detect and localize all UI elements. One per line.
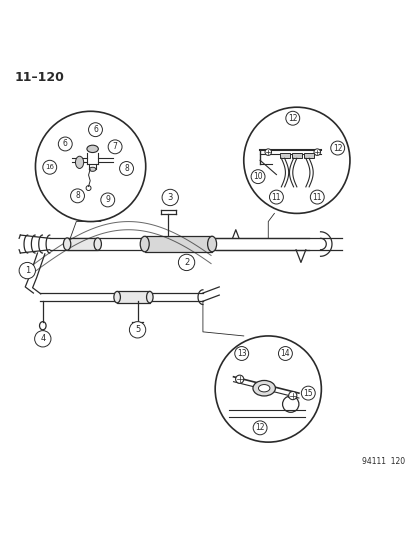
Text: 15: 15	[303, 389, 312, 398]
Circle shape	[243, 107, 349, 213]
Text: 8: 8	[75, 191, 80, 200]
Text: 7: 7	[112, 142, 117, 151]
FancyBboxPatch shape	[67, 238, 97, 250]
Text: 8: 8	[124, 164, 128, 173]
Text: 6: 6	[63, 140, 68, 149]
Circle shape	[252, 421, 266, 435]
Text: 12: 12	[332, 143, 342, 152]
Text: 3: 3	[167, 193, 173, 202]
Ellipse shape	[140, 236, 149, 252]
Circle shape	[235, 375, 243, 383]
Circle shape	[100, 193, 114, 207]
Circle shape	[161, 189, 178, 206]
Circle shape	[278, 346, 292, 360]
Circle shape	[234, 346, 248, 360]
Text: 6: 6	[93, 125, 98, 134]
Text: 12: 12	[255, 423, 264, 432]
FancyBboxPatch shape	[304, 154, 313, 158]
Text: 4: 4	[40, 334, 45, 343]
FancyBboxPatch shape	[291, 154, 301, 158]
Text: 1: 1	[25, 266, 30, 275]
Circle shape	[70, 189, 84, 203]
Text: 94111  120: 94111 120	[361, 457, 404, 466]
FancyBboxPatch shape	[117, 292, 150, 303]
FancyBboxPatch shape	[279, 154, 289, 158]
Ellipse shape	[114, 292, 120, 303]
Text: 11–120: 11–120	[14, 71, 64, 84]
Circle shape	[330, 141, 344, 155]
Circle shape	[43, 160, 57, 174]
Circle shape	[119, 161, 133, 175]
Circle shape	[251, 169, 264, 183]
Text: 11: 11	[271, 192, 280, 201]
Circle shape	[35, 330, 51, 347]
Text: 16: 16	[45, 164, 54, 170]
Circle shape	[313, 149, 320, 156]
Ellipse shape	[252, 381, 275, 396]
Circle shape	[301, 386, 314, 400]
Ellipse shape	[75, 156, 83, 168]
Circle shape	[129, 321, 145, 338]
Circle shape	[178, 254, 194, 271]
Ellipse shape	[146, 292, 153, 303]
Text: 5: 5	[135, 325, 140, 334]
Text: 11: 11	[312, 192, 321, 201]
Circle shape	[269, 190, 282, 204]
Text: 12: 12	[287, 114, 297, 123]
Text: 13: 13	[236, 349, 246, 358]
Ellipse shape	[87, 145, 98, 152]
Ellipse shape	[63, 238, 71, 250]
FancyBboxPatch shape	[145, 236, 211, 252]
Circle shape	[288, 391, 296, 400]
Circle shape	[108, 140, 122, 154]
Circle shape	[310, 190, 323, 204]
Text: 2: 2	[183, 258, 189, 267]
Circle shape	[264, 149, 271, 156]
Circle shape	[19, 262, 36, 279]
Text: 9: 9	[105, 196, 110, 205]
Ellipse shape	[258, 384, 269, 392]
Ellipse shape	[207, 236, 216, 252]
Ellipse shape	[94, 238, 101, 250]
Text: 10: 10	[253, 172, 262, 181]
Circle shape	[215, 336, 320, 442]
Circle shape	[285, 111, 299, 125]
Circle shape	[36, 111, 145, 222]
Ellipse shape	[89, 167, 96, 171]
Text: 14: 14	[280, 349, 290, 358]
Circle shape	[58, 137, 72, 151]
Circle shape	[88, 123, 102, 136]
